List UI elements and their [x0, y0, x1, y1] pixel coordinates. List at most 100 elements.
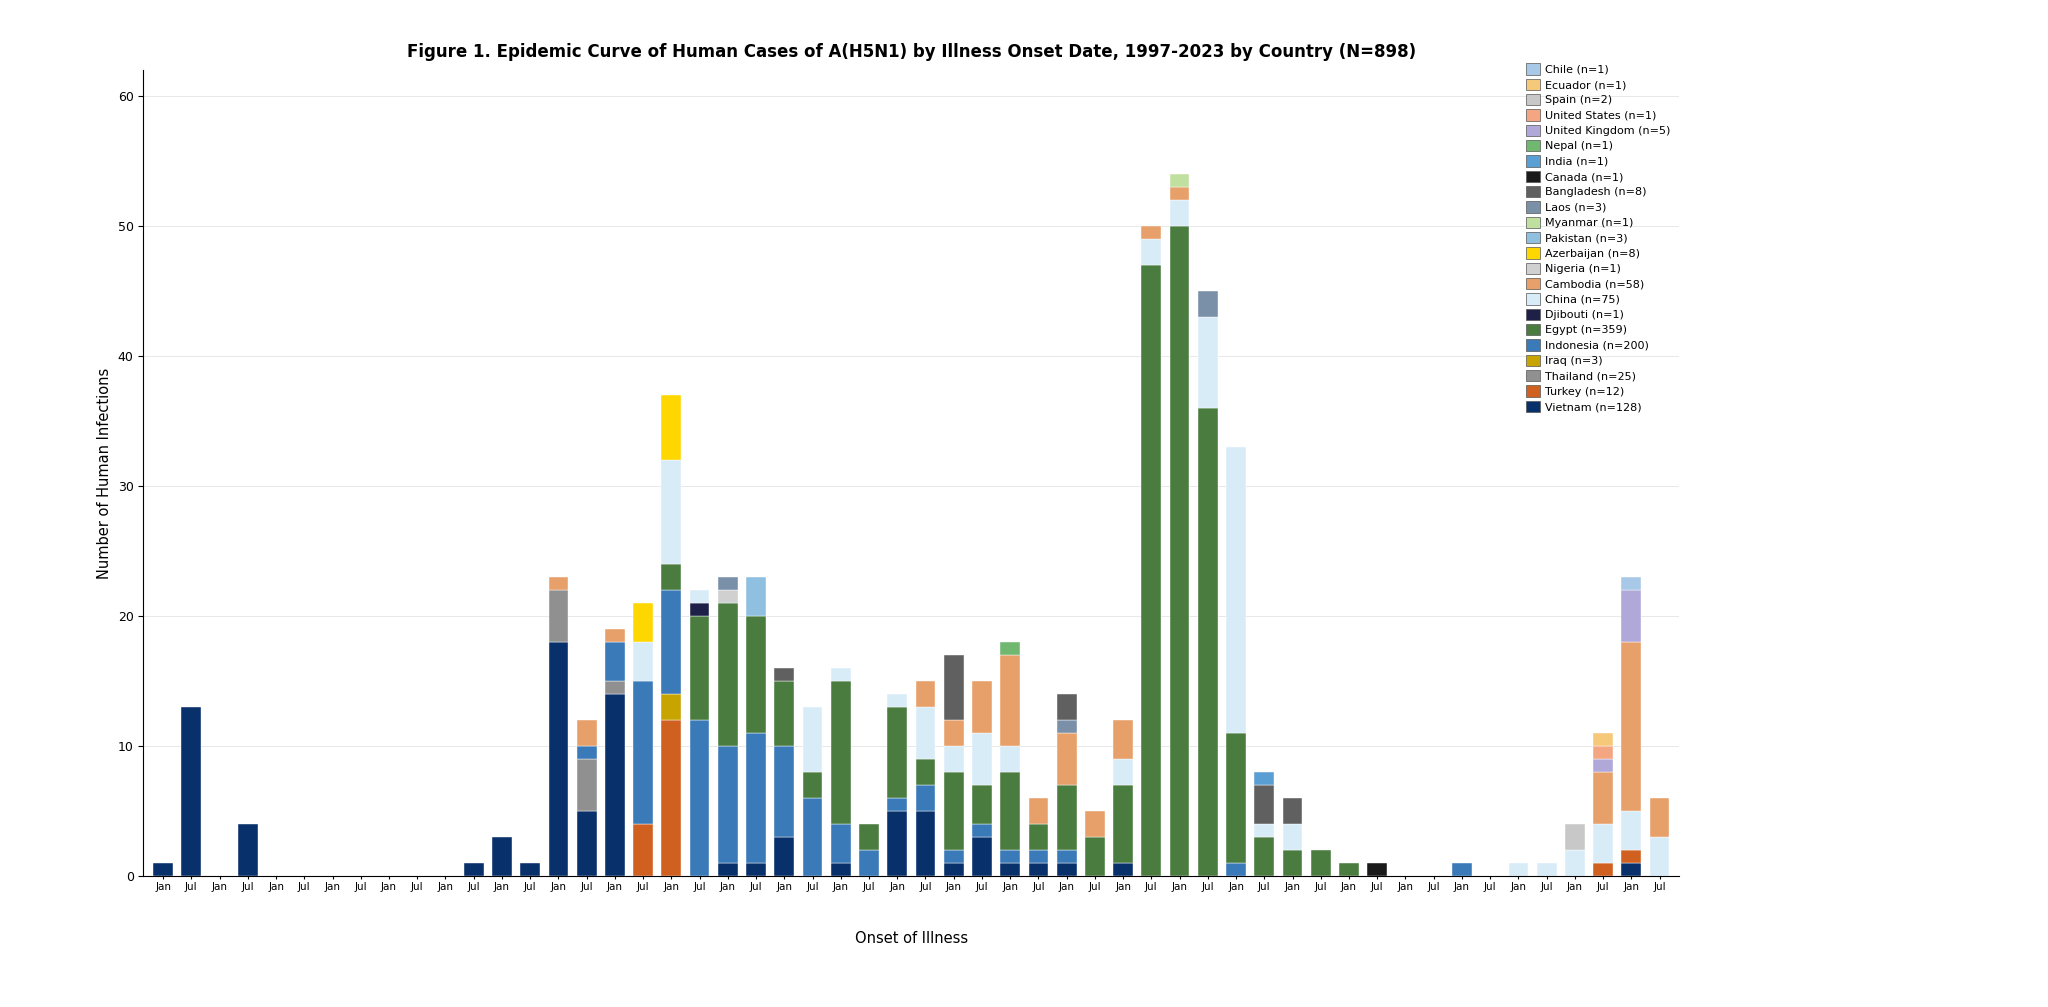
Bar [1651, 799, 1669, 837]
Bar [973, 785, 991, 824]
Bar [803, 772, 823, 799]
Bar [774, 669, 795, 681]
Bar [1057, 694, 1077, 720]
Bar [604, 681, 625, 694]
Bar [690, 603, 709, 616]
Bar [1169, 174, 1190, 187]
Bar [745, 616, 766, 733]
Bar [915, 785, 936, 811]
Bar [887, 799, 907, 811]
Bar [944, 772, 965, 850]
Bar [1057, 850, 1077, 863]
Bar [1255, 837, 1274, 876]
Bar [774, 837, 795, 876]
Bar [1255, 772, 1274, 785]
Bar [719, 863, 737, 876]
Bar [999, 850, 1020, 863]
Bar [1169, 227, 1190, 876]
Bar [182, 707, 201, 876]
Bar [1593, 772, 1614, 824]
Bar [1057, 863, 1077, 876]
Bar [1114, 863, 1133, 876]
Bar [1593, 824, 1614, 863]
Bar [1227, 447, 1245, 733]
Bar [915, 759, 936, 785]
Bar [1536, 863, 1556, 876]
Bar [999, 642, 1020, 656]
Bar [719, 577, 737, 590]
Bar [1227, 733, 1245, 863]
Bar [831, 824, 850, 863]
Bar [1565, 824, 1585, 850]
Bar [1114, 785, 1133, 863]
Bar [1368, 863, 1386, 876]
Bar [944, 656, 965, 720]
Bar [1085, 837, 1104, 876]
Bar [1565, 850, 1585, 876]
Bar [858, 850, 879, 876]
Bar [1114, 720, 1133, 759]
Bar [1311, 850, 1331, 876]
Bar [549, 642, 567, 876]
Bar [633, 642, 653, 681]
Bar [1085, 811, 1104, 837]
Bar [999, 746, 1020, 772]
Bar [690, 720, 709, 876]
Bar [662, 694, 682, 720]
Bar [1282, 824, 1303, 850]
Bar [887, 811, 907, 876]
Bar [520, 863, 541, 876]
Bar [1255, 785, 1274, 824]
Bar [944, 746, 965, 772]
Bar [774, 681, 795, 746]
Bar [578, 720, 596, 746]
Bar [1339, 863, 1360, 876]
Bar [1169, 200, 1190, 227]
Bar [549, 577, 567, 590]
Bar [745, 577, 766, 616]
Bar [887, 694, 907, 707]
Bar [662, 720, 682, 876]
Bar [662, 460, 682, 564]
Bar [831, 669, 850, 681]
Bar [662, 396, 682, 460]
Bar [690, 616, 709, 720]
Bar [662, 590, 682, 694]
Bar [1593, 863, 1614, 876]
Bar [578, 759, 596, 811]
Bar [1622, 863, 1640, 876]
Bar [1028, 824, 1049, 850]
Bar [803, 707, 823, 772]
Bar [578, 746, 596, 759]
Bar [1282, 850, 1303, 876]
Bar [774, 746, 795, 837]
Bar [463, 863, 483, 876]
Title: Figure 1. Epidemic Curve of Human Cases of A(H5N1) by Illness Onset Date, 1997-2: Figure 1. Epidemic Curve of Human Cases … [408, 42, 1415, 60]
Legend: Chile (n=1), Ecuador (n=1), Spain (n=2), United States (n=1), United Kingdom (n=: Chile (n=1), Ecuador (n=1), Spain (n=2),… [1524, 60, 1673, 415]
X-axis label: Onset of Illness: Onset of Illness [854, 930, 969, 946]
Bar [915, 681, 936, 707]
Bar [745, 733, 766, 863]
Bar [1593, 733, 1614, 746]
Bar [1651, 837, 1669, 876]
Bar [549, 590, 567, 642]
Bar [1255, 824, 1274, 837]
Bar [915, 707, 936, 759]
Bar [1169, 187, 1190, 200]
Bar [999, 863, 1020, 876]
Bar [604, 629, 625, 642]
Bar [831, 681, 850, 824]
Bar [973, 681, 991, 733]
Bar [1622, 577, 1640, 590]
Bar [1057, 720, 1077, 733]
Y-axis label: Number of Human Infections: Number of Human Infections [96, 368, 113, 579]
Bar [1114, 759, 1133, 785]
Bar [1057, 785, 1077, 850]
Bar [944, 850, 965, 863]
Bar [633, 681, 653, 824]
Bar [492, 837, 512, 876]
Bar [238, 824, 258, 876]
Bar [633, 824, 653, 876]
Bar [604, 694, 625, 876]
Bar [1198, 317, 1219, 408]
